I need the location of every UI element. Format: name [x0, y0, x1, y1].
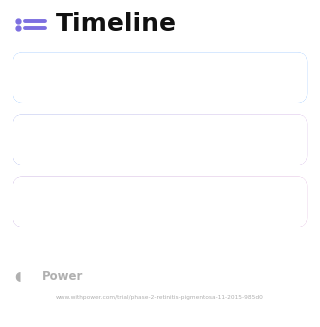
Text: Varies: Varies — [251, 133, 293, 147]
Text: 3 weeks: 3 weeks — [236, 71, 293, 85]
Text: 24 months: 24 months — [219, 195, 293, 209]
FancyBboxPatch shape — [13, 177, 307, 227]
Text: Power: Power — [42, 270, 83, 283]
Text: www.withpower.com/trial/phase-2-retinitis-pigmentosa-11-2015-985d0: www.withpower.com/trial/phase-2-retiniti… — [56, 295, 264, 300]
Text: Follow ups ~: Follow ups ~ — [34, 195, 122, 209]
Text: ◖: ◖ — [14, 270, 21, 283]
FancyBboxPatch shape — [13, 114, 307, 165]
Text: Screening ~: Screening ~ — [34, 71, 119, 85]
FancyBboxPatch shape — [13, 52, 307, 103]
Text: Timeline: Timeline — [56, 12, 177, 36]
Text: Treatment ~: Treatment ~ — [34, 133, 120, 147]
